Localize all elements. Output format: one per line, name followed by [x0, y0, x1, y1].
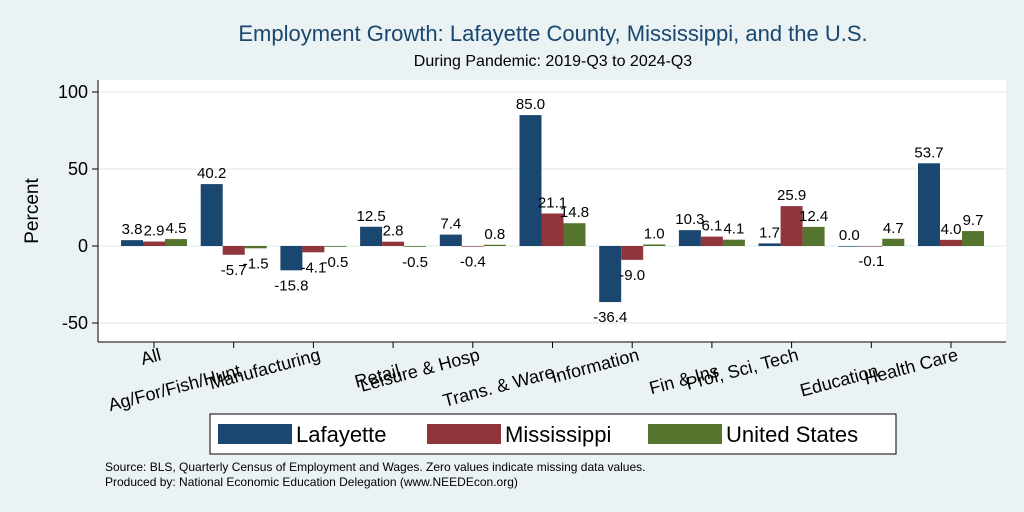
bar-united-states — [244, 246, 267, 249]
data-label: -5.7 — [221, 262, 247, 279]
source-note: Source: BLS, Quarterly Census of Employm… — [105, 460, 646, 474]
data-label: -36.4 — [593, 309, 627, 326]
bar-united-states — [802, 226, 825, 246]
data-label: 14.8 — [560, 204, 589, 221]
x-tick-label: Prof, Sci, Tech — [684, 345, 801, 394]
bar-mississippi — [700, 236, 723, 246]
data-label: 3.8 — [122, 221, 143, 238]
legend-label: Lafayette — [296, 422, 387, 447]
data-label: -15.8 — [274, 277, 308, 294]
bar-lafayette — [280, 246, 303, 271]
data-label: 25.9 — [777, 187, 806, 204]
data-label: 1.7 — [759, 224, 780, 241]
bar-mississippi — [860, 246, 883, 247]
bar-mississippi — [382, 241, 405, 246]
data-label: -0.5 — [322, 254, 348, 271]
bar-mississippi — [461, 246, 484, 247]
bar-lafayette — [360, 226, 383, 246]
bar-mississippi — [541, 213, 564, 246]
bar-lafayette — [519, 115, 542, 246]
data-label: 2.8 — [383, 223, 404, 240]
bar-united-states — [962, 231, 984, 246]
data-label: -0.5 — [402, 254, 428, 271]
data-label: 40.2 — [197, 165, 226, 182]
plot-area — [98, 80, 1006, 342]
bars — [121, 115, 984, 303]
data-label: -4.1 — [300, 259, 326, 276]
bar-united-states — [563, 223, 586, 246]
data-label: 85.0 — [516, 96, 545, 113]
bar-lafayette — [200, 184, 223, 246]
bar-united-states — [165, 239, 187, 246]
bar-mississippi — [621, 246, 644, 260]
legend: Lafayette Mississippi United States — [209, 413, 897, 455]
bar-united-states — [483, 244, 506, 246]
data-label: 1.0 — [644, 225, 665, 242]
data-labels: 3.8 2.9 4.540.2-5.7-1.5-15.8-4.1-0.512.52.… — [122, 96, 984, 326]
y-tick-label: -50 — [62, 313, 88, 333]
legend-swatch — [427, 424, 501, 444]
bar-lafayette — [439, 234, 462, 246]
data-label: 4.0 — [941, 221, 962, 238]
chart-title: Employment Growth: Lafayette County, Mis… — [238, 21, 867, 46]
bar-lafayette — [758, 243, 781, 246]
legend-box — [209, 413, 897, 455]
data-label: 9.7 — [963, 212, 984, 229]
y-axis-label: Percent — [22, 178, 43, 244]
legend-label: Mississippi — [505, 422, 611, 447]
data-label: 2.9 — [144, 223, 165, 240]
bar-united-states — [404, 246, 427, 247]
x-tick-label: All — [139, 345, 164, 369]
footer: Source: BLS, Quarterly Census of Employm… — [105, 460, 645, 490]
bar-mississippi — [222, 246, 245, 255]
bar-mississippi — [143, 241, 165, 246]
data-label: 6.1 — [701, 218, 722, 235]
bar-united-states — [324, 246, 347, 247]
bar-mississippi — [302, 246, 325, 253]
data-label: -0.4 — [460, 254, 486, 271]
data-label: -0.1 — [858, 253, 884, 270]
bar-united-states — [643, 244, 666, 246]
chart-subtitle: During Pandemic: 2019-Q3 to 2024-Q3 — [414, 53, 692, 70]
x-tick-label: Information — [549, 345, 641, 388]
data-label: 4.7 — [883, 220, 904, 237]
data-label: 4.5 — [166, 220, 187, 237]
data-label: 0.8 — [484, 226, 505, 243]
data-label: 12.5 — [356, 208, 385, 225]
data-label: 53.7 — [914, 144, 943, 161]
bar-mississippi — [780, 206, 803, 246]
data-label: 4.1 — [723, 221, 744, 238]
data-label: -1.5 — [243, 255, 269, 272]
bar-united-states — [882, 238, 905, 246]
data-label: -9.0 — [619, 267, 645, 284]
bar-lafayette — [918, 163, 940, 246]
produced-note: Produced by: National Economic Education… — [105, 475, 518, 489]
data-label: 7.4 — [440, 216, 461, 233]
y-tick-label: 0 — [78, 236, 88, 256]
bar-lafayette — [599, 246, 622, 303]
bar-mississippi — [940, 239, 962, 246]
bar-united-states — [722, 239, 745, 246]
legend-swatch — [648, 424, 722, 444]
legend-label: United States — [726, 422, 858, 447]
legend-swatch — [218, 424, 292, 444]
bar-lafayette — [838, 246, 861, 247]
x-tick-label: Manufacturing — [207, 345, 322, 394]
x-tick-label: Health Care — [862, 345, 960, 389]
bar-lafayette — [121, 240, 143, 246]
y-tick-label: 50 — [68, 159, 88, 179]
data-label: 0.0 — [839, 227, 860, 244]
data-label: 21.1 — [538, 195, 567, 212]
data-label: 10.3 — [675, 211, 704, 228]
y-tick-label: 100 — [58, 82, 88, 102]
bar-lafayette — [678, 230, 701, 246]
data-label: 12.4 — [799, 208, 828, 225]
